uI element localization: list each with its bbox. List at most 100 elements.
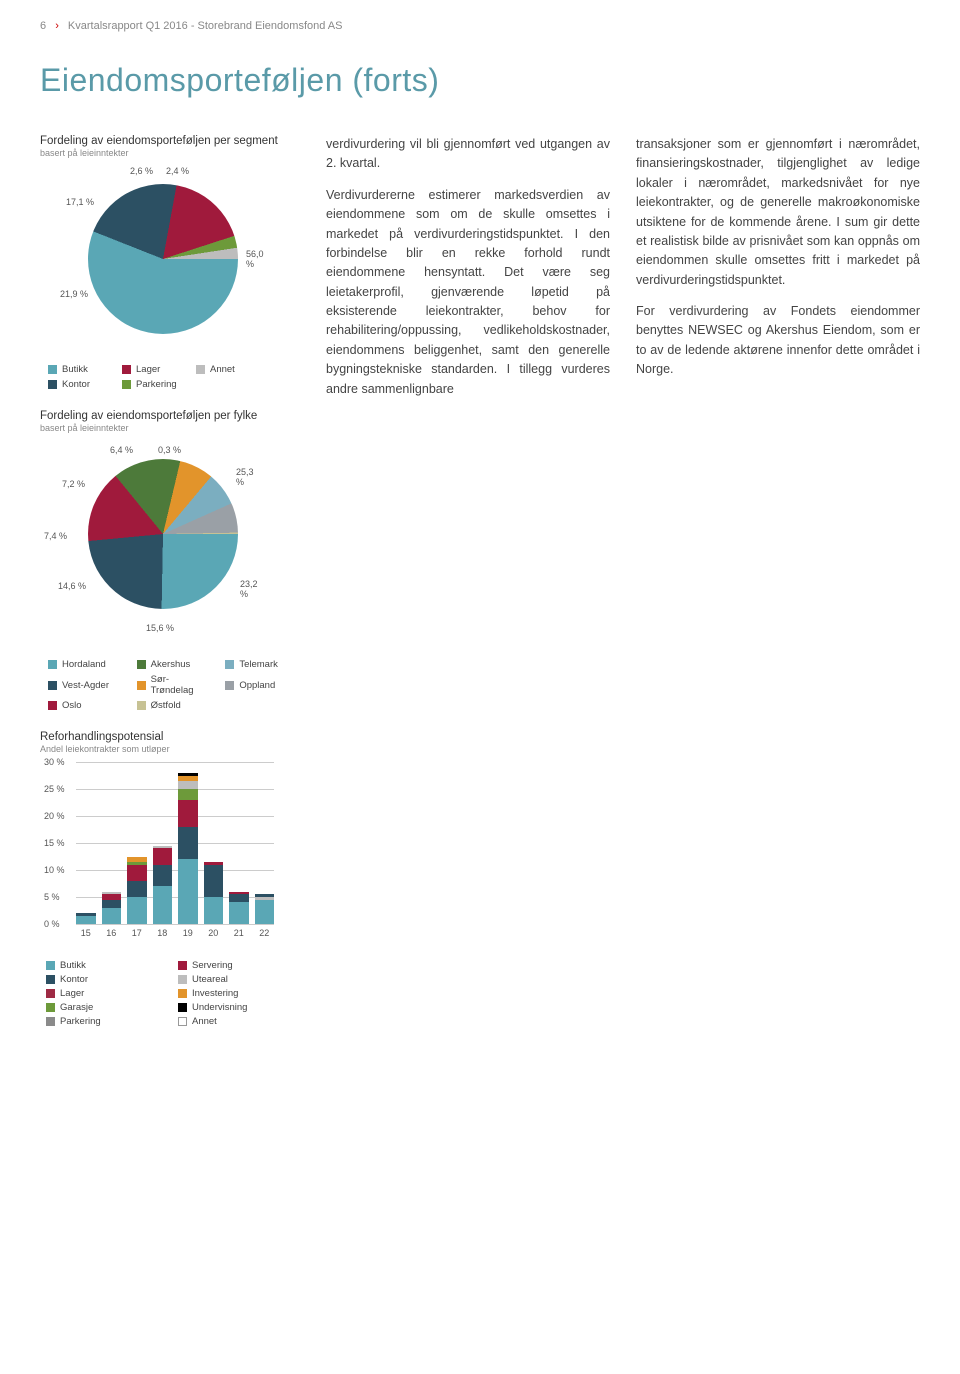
x-axis-label: 20	[204, 928, 224, 938]
pie1-chart: 56,0 %21,9 %17,1 %2,6 %2,4 %	[68, 164, 258, 354]
x-axis-label: 19	[178, 928, 198, 938]
legend-swatch	[46, 1003, 55, 1012]
pie2-chart: 25,3 %23,2 %15,6 %14,6 %7,4 %7,2 %6,4 %0…	[68, 439, 258, 649]
legend-item: Sør-Trøndelag	[137, 674, 212, 696]
legend-swatch	[178, 989, 187, 998]
legend-label: Investering	[192, 988, 238, 999]
left-column: Fordeling av eiendomsporteføljen per seg…	[40, 135, 300, 1027]
legend-item: Kontor	[46, 974, 168, 985]
bar-segment	[178, 859, 198, 924]
pie-slice-label: 0,3 %	[158, 445, 181, 455]
legend-label: Oppland	[239, 680, 275, 691]
pie-slice-label: 17,1 %	[66, 197, 94, 207]
bar-segment	[178, 800, 198, 827]
legend-label: Hordaland	[62, 659, 106, 670]
bar-segment	[178, 789, 198, 800]
pie-slice-label: 25,3 %	[236, 467, 258, 487]
x-axis-label: 17	[127, 928, 147, 938]
pie2-title: Fordeling av eiendomsporteføljen per fyl…	[40, 410, 300, 422]
legend-swatch	[122, 365, 131, 374]
y-axis-label: 25 %	[44, 784, 65, 794]
body-para: transaksjoner som er gjennomført i nærom…	[636, 135, 920, 290]
y-axis-label: 20 %	[44, 811, 65, 821]
bar-segment	[178, 827, 198, 859]
pie1-subtitle: basert på leieinntekter	[40, 148, 300, 158]
y-axis-label: 0 %	[44, 919, 60, 929]
bar-segment	[204, 865, 224, 897]
legend-label: Kontor	[60, 974, 88, 985]
legend-label: Butikk	[62, 364, 88, 375]
pie-slice-label: 2,4 %	[166, 166, 189, 176]
legend-label: Akershus	[151, 659, 191, 670]
bar-segment	[229, 902, 249, 924]
bar-segment	[76, 916, 96, 924]
pie-slice-label: 56,0 %	[246, 249, 264, 269]
legend-item: Parkering	[46, 1016, 168, 1027]
pie2-canvas	[88, 459, 238, 609]
pie2-legend: Hordaland Akershus Telemark Vest-Agder Sør-T…	[48, 659, 300, 711]
bar-segment	[153, 848, 173, 864]
legend-swatch	[48, 660, 57, 669]
bar-segment	[229, 894, 249, 902]
x-axis-label: 16	[102, 928, 122, 938]
bar-chart: 0 %5 %10 %15 %20 %25 %30 %15161718192021…	[44, 762, 274, 942]
legend-item: Oslo	[48, 700, 123, 711]
legend-item: Annet	[178, 1016, 300, 1027]
bar-legend: Butikk Servering Kontor Uteareal Lager Invest…	[46, 960, 300, 1027]
pie1-canvas	[88, 184, 238, 334]
bar-column: 20	[204, 862, 224, 924]
legend-label: Østfold	[151, 700, 181, 711]
pie-slice-label: 15,6 %	[146, 623, 174, 633]
legend-swatch	[178, 1003, 187, 1012]
legend-label: Vest-Agder	[62, 680, 109, 691]
bar-segment	[102, 900, 122, 908]
legend-item: Telemark	[225, 659, 300, 670]
legend-item: Servering	[178, 960, 300, 971]
legend-item: Uteareal	[178, 974, 300, 985]
right-column: transaksjoner som er gjennomført i nærom…	[636, 135, 920, 1027]
bar-segment	[127, 865, 147, 881]
pie-slice-label: 21,9 %	[60, 289, 88, 299]
bar-title: Reforhandlingspotensial	[40, 731, 300, 743]
legend-swatch	[122, 380, 131, 389]
legend-label: Telemark	[239, 659, 278, 670]
bar-column: 16	[102, 892, 122, 924]
bar-column: 19	[178, 773, 198, 924]
legend-swatch	[178, 961, 187, 970]
legend-swatch	[137, 701, 146, 710]
legend-label: Butikk	[60, 960, 86, 971]
y-axis-label: 15 %	[44, 838, 65, 848]
legend-item: Butikk	[46, 960, 168, 971]
legend-swatch	[46, 1017, 55, 1026]
page-number: 6	[40, 20, 46, 32]
legend-item: Oppland	[225, 674, 300, 696]
middle-column: verdivurdering vil bli gjennomført ved u…	[326, 135, 610, 1027]
legend-item: Butikk	[48, 364, 108, 375]
legend-swatch	[137, 660, 146, 669]
legend-label: Servering	[192, 960, 233, 971]
pie-slice-label: 7,4 %	[44, 531, 67, 541]
bar-segment	[127, 897, 147, 924]
legend-item: Kontor	[48, 379, 108, 390]
x-axis-label: 22	[255, 928, 275, 938]
bar-column: 15	[76, 913, 96, 924]
pie-slice-label: 7,2 %	[62, 479, 85, 489]
bar-column: 17	[127, 857, 147, 924]
legend-swatch	[48, 701, 57, 710]
bar-segment	[102, 908, 122, 924]
pie-slice-label: 2,6 %	[130, 166, 153, 176]
bar-segment	[204, 897, 224, 924]
legend-label: Lager	[60, 988, 84, 999]
legend-item: Vest-Agder	[48, 674, 123, 696]
bar-segment	[178, 781, 198, 789]
body-para: verdivurdering vil bli gjennomført ved u…	[326, 135, 610, 174]
page-title: Eiendomsporteføljen (forts)	[40, 62, 920, 99]
bar-column: 18	[153, 846, 173, 924]
page-header: 6 › Kvartalsrapport Q1 2016 - Storebrand…	[40, 20, 920, 32]
legend-swatch	[225, 660, 234, 669]
legend-swatch	[137, 681, 146, 690]
pie1-title: Fordeling av eiendomsporteføljen per seg…	[40, 135, 300, 147]
doc-title: Kvartalsrapport Q1 2016 - Storebrand Eie…	[68, 20, 343, 32]
legend-label: Annet	[192, 1016, 217, 1027]
pie-slice-label: 14,6 %	[58, 581, 86, 591]
